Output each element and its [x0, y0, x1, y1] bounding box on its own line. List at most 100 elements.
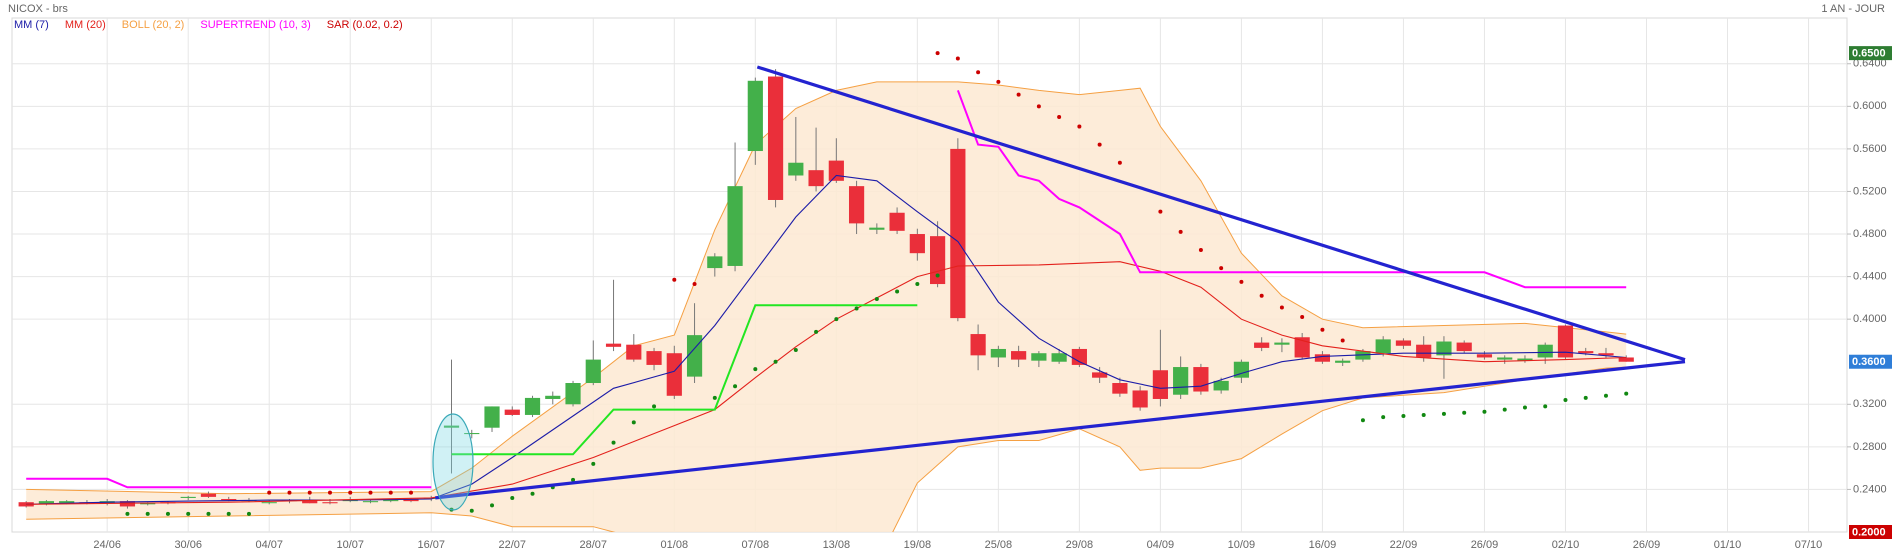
candle-body: [1578, 351, 1594, 354]
candle-body: [1274, 342, 1290, 345]
sar-dot: [692, 282, 697, 287]
sar-dot: [327, 490, 332, 495]
candle-body: [1071, 348, 1087, 365]
candle-body: [565, 383, 581, 405]
candle-body: [909, 234, 925, 254]
sar-dot: [1522, 405, 1527, 410]
price-marker-label: 0.2000: [1852, 526, 1886, 538]
candle-body: [1233, 361, 1250, 378]
price-marker: [1849, 525, 1892, 539]
sar-dot: [469, 508, 474, 513]
ma-line: [26, 261, 1627, 505]
candle-body: [1618, 357, 1634, 362]
candle-body: [302, 500, 318, 504]
sar-dot: [267, 490, 272, 495]
highlight-ellipse: [432, 413, 474, 511]
candle-body: [59, 501, 75, 504]
sar-dot: [1482, 409, 1487, 414]
sar-dot: [1320, 327, 1325, 332]
y-tick-label: 0.4400: [1853, 271, 1887, 283]
sar-dot: [1421, 412, 1426, 417]
candle-body: [383, 500, 399, 502]
sar-dot: [935, 51, 940, 56]
supertrend-down: [26, 90, 1627, 489]
legend-entry: SUPERTREND (10, 3): [200, 19, 310, 31]
candle-body: [362, 501, 379, 503]
x-tick-label: 13/08: [823, 539, 851, 551]
candle-body: [808, 170, 824, 187]
sar-dot: [1198, 247, 1203, 252]
candle-body: [1011, 351, 1027, 360]
x-tick-label: 16/07: [417, 539, 445, 551]
candle-body: [1112, 383, 1128, 394]
candle-body: [869, 227, 885, 230]
sar-dot: [1340, 338, 1345, 343]
sar-dot: [773, 359, 778, 364]
sar-dot: [854, 306, 859, 311]
x-tick-label: 26/09: [1471, 539, 1499, 551]
sar-dot: [976, 70, 981, 75]
sar-dot: [874, 296, 879, 301]
x-tick-label: 07/08: [742, 539, 770, 551]
candle-body: [1092, 372, 1108, 378]
y-tick-label: 0.5200: [1853, 185, 1887, 197]
sar-dot: [368, 490, 373, 495]
sar-dot: [834, 317, 839, 322]
candle-body: [18, 502, 34, 507]
price-marker-label: 0.3600: [1852, 356, 1886, 368]
candle-body: [950, 148, 966, 319]
candle-body: [970, 334, 986, 356]
sar-dot: [1360, 418, 1365, 423]
candle-body: [1335, 360, 1351, 363]
sar-dot: [1381, 415, 1386, 420]
candle-body: [767, 76, 784, 200]
candle-body: [140, 503, 156, 505]
sar-dot: [996, 79, 1001, 84]
legend-entry: MM (20): [65, 19, 106, 31]
candle-body: [1557, 325, 1574, 358]
price-marker: [1849, 46, 1892, 61]
plot-area: [18, 51, 1686, 532]
chart-title: NICOX - brs: [8, 3, 68, 15]
sar-dot: [1279, 305, 1284, 310]
sar-dot: [712, 395, 717, 400]
candle-body: [686, 335, 703, 377]
sar-dot: [287, 490, 292, 495]
candle-body: [180, 496, 196, 498]
x-tick-label: 19/08: [904, 539, 932, 551]
sar-dot: [672, 277, 677, 282]
price-marker: [1849, 354, 1892, 369]
sar-dot: [1259, 293, 1264, 298]
sar-dot: [895, 289, 900, 294]
candle-body: [1152, 370, 1168, 399]
candle-body: [484, 406, 500, 428]
sar-dot: [1583, 395, 1588, 400]
sar-dot: [753, 367, 758, 372]
sar-dot: [1057, 114, 1062, 119]
candle-body: [1031, 353, 1047, 361]
candle-body: [1051, 353, 1067, 362]
x-tick-label: 02/10: [1552, 539, 1580, 551]
band-fill: [26, 81, 1627, 532]
sar-dot: [409, 490, 414, 495]
y-tick-label: 0.3200: [1853, 398, 1887, 410]
candle-body: [504, 409, 520, 415]
x-tick-label: 26/09: [1633, 539, 1661, 551]
sar-dot: [611, 440, 616, 445]
candle-body: [585, 359, 601, 384]
x-tick-label: 10/07: [336, 539, 364, 551]
legend: MM (7) MM (20) BOLL (20, 2) SUPERTREND (10,…: [14, 19, 403, 31]
x-tick-label: 04/09: [1147, 539, 1175, 551]
candle-body: [1173, 367, 1189, 395]
sar-dot: [388, 490, 393, 495]
candle-body: [221, 499, 237, 501]
candle-body: [828, 160, 844, 181]
sar-dot: [1036, 104, 1041, 109]
sar-dot: [1401, 414, 1406, 419]
candle-body: [889, 212, 905, 231]
sar-dot: [1624, 391, 1629, 396]
period-label: 1 AN - JOUR: [1821, 3, 1885, 15]
sar-dot: [490, 503, 495, 508]
sar-dot: [1219, 266, 1224, 271]
